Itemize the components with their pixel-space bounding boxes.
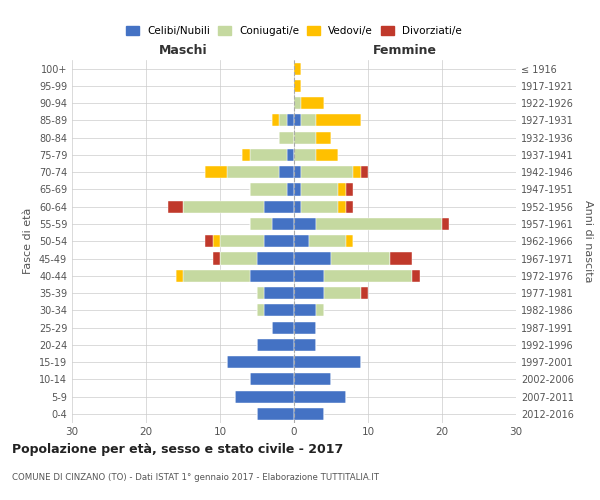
Legend: Celibi/Nubili, Coniugati/e, Vedovi/e, Divorziati/e: Celibi/Nubili, Coniugati/e, Vedovi/e, Di…	[122, 22, 466, 40]
Bar	[294, 252, 331, 264]
Bar	[168, 200, 183, 213]
Bar	[323, 270, 412, 282]
Bar	[294, 200, 301, 213]
Bar	[279, 166, 294, 178]
Bar	[287, 114, 294, 126]
Bar	[294, 270, 323, 282]
Bar	[220, 235, 265, 248]
Bar	[294, 356, 361, 368]
Bar	[294, 235, 309, 248]
Bar	[205, 166, 227, 178]
Bar	[272, 218, 294, 230]
Bar	[316, 304, 323, 316]
Bar	[250, 149, 287, 161]
Bar	[265, 200, 294, 213]
Bar	[205, 235, 212, 248]
Bar	[346, 184, 353, 196]
Bar	[294, 80, 301, 92]
Bar	[212, 252, 220, 264]
Bar	[265, 304, 294, 316]
Bar	[442, 218, 449, 230]
Bar	[301, 97, 323, 109]
Bar	[294, 132, 316, 143]
Bar	[338, 184, 346, 196]
Y-axis label: Anni di nascita: Anni di nascita	[583, 200, 593, 282]
Bar	[287, 149, 294, 161]
Bar	[250, 374, 294, 386]
Bar	[316, 149, 338, 161]
Bar	[250, 270, 294, 282]
Bar	[257, 304, 265, 316]
Bar	[390, 252, 412, 264]
Bar	[294, 166, 301, 178]
Bar	[316, 114, 361, 126]
Bar	[250, 184, 287, 196]
Bar	[316, 132, 331, 143]
Bar	[294, 149, 316, 161]
Bar	[346, 200, 353, 213]
Bar	[257, 287, 265, 299]
Bar	[220, 252, 257, 264]
Bar	[338, 200, 346, 213]
Bar	[412, 270, 420, 282]
Bar	[294, 390, 346, 402]
Bar	[301, 184, 338, 196]
Y-axis label: Fasce di età: Fasce di età	[23, 208, 33, 274]
Bar	[353, 166, 361, 178]
Bar	[265, 287, 294, 299]
Bar	[294, 62, 301, 74]
Text: Popolazione per età, sesso e stato civile - 2017: Popolazione per età, sesso e stato civil…	[12, 442, 343, 456]
Bar	[272, 114, 279, 126]
Bar	[294, 287, 323, 299]
Bar	[294, 114, 301, 126]
Bar	[265, 235, 294, 248]
Bar	[176, 270, 183, 282]
Bar	[227, 356, 294, 368]
Bar	[272, 322, 294, 334]
Bar	[323, 287, 361, 299]
Bar	[316, 218, 442, 230]
Text: COMUNE DI CINZANO (TO) - Dati ISTAT 1° gennaio 2017 - Elaborazione TUTTITALIA.IT: COMUNE DI CINZANO (TO) - Dati ISTAT 1° g…	[12, 472, 379, 482]
Bar	[309, 235, 346, 248]
Bar	[250, 218, 272, 230]
Text: Femmine: Femmine	[373, 44, 437, 57]
Bar	[331, 252, 390, 264]
Bar	[294, 97, 301, 109]
Bar	[257, 339, 294, 351]
Bar	[294, 339, 316, 351]
Text: Maschi: Maschi	[158, 44, 208, 57]
Bar	[346, 235, 353, 248]
Bar	[294, 374, 331, 386]
Bar	[279, 132, 294, 143]
Bar	[294, 304, 316, 316]
Bar	[235, 390, 294, 402]
Bar	[294, 184, 301, 196]
Bar	[287, 184, 294, 196]
Bar	[301, 166, 353, 178]
Bar	[279, 114, 287, 126]
Bar	[242, 149, 250, 161]
Bar	[257, 252, 294, 264]
Bar	[294, 322, 316, 334]
Bar	[212, 235, 220, 248]
Bar	[294, 218, 316, 230]
Bar	[301, 114, 316, 126]
Bar	[227, 166, 279, 178]
Bar	[183, 200, 265, 213]
Bar	[294, 408, 323, 420]
Bar	[301, 200, 338, 213]
Bar	[257, 408, 294, 420]
Bar	[361, 287, 368, 299]
Bar	[183, 270, 250, 282]
Bar	[361, 166, 368, 178]
